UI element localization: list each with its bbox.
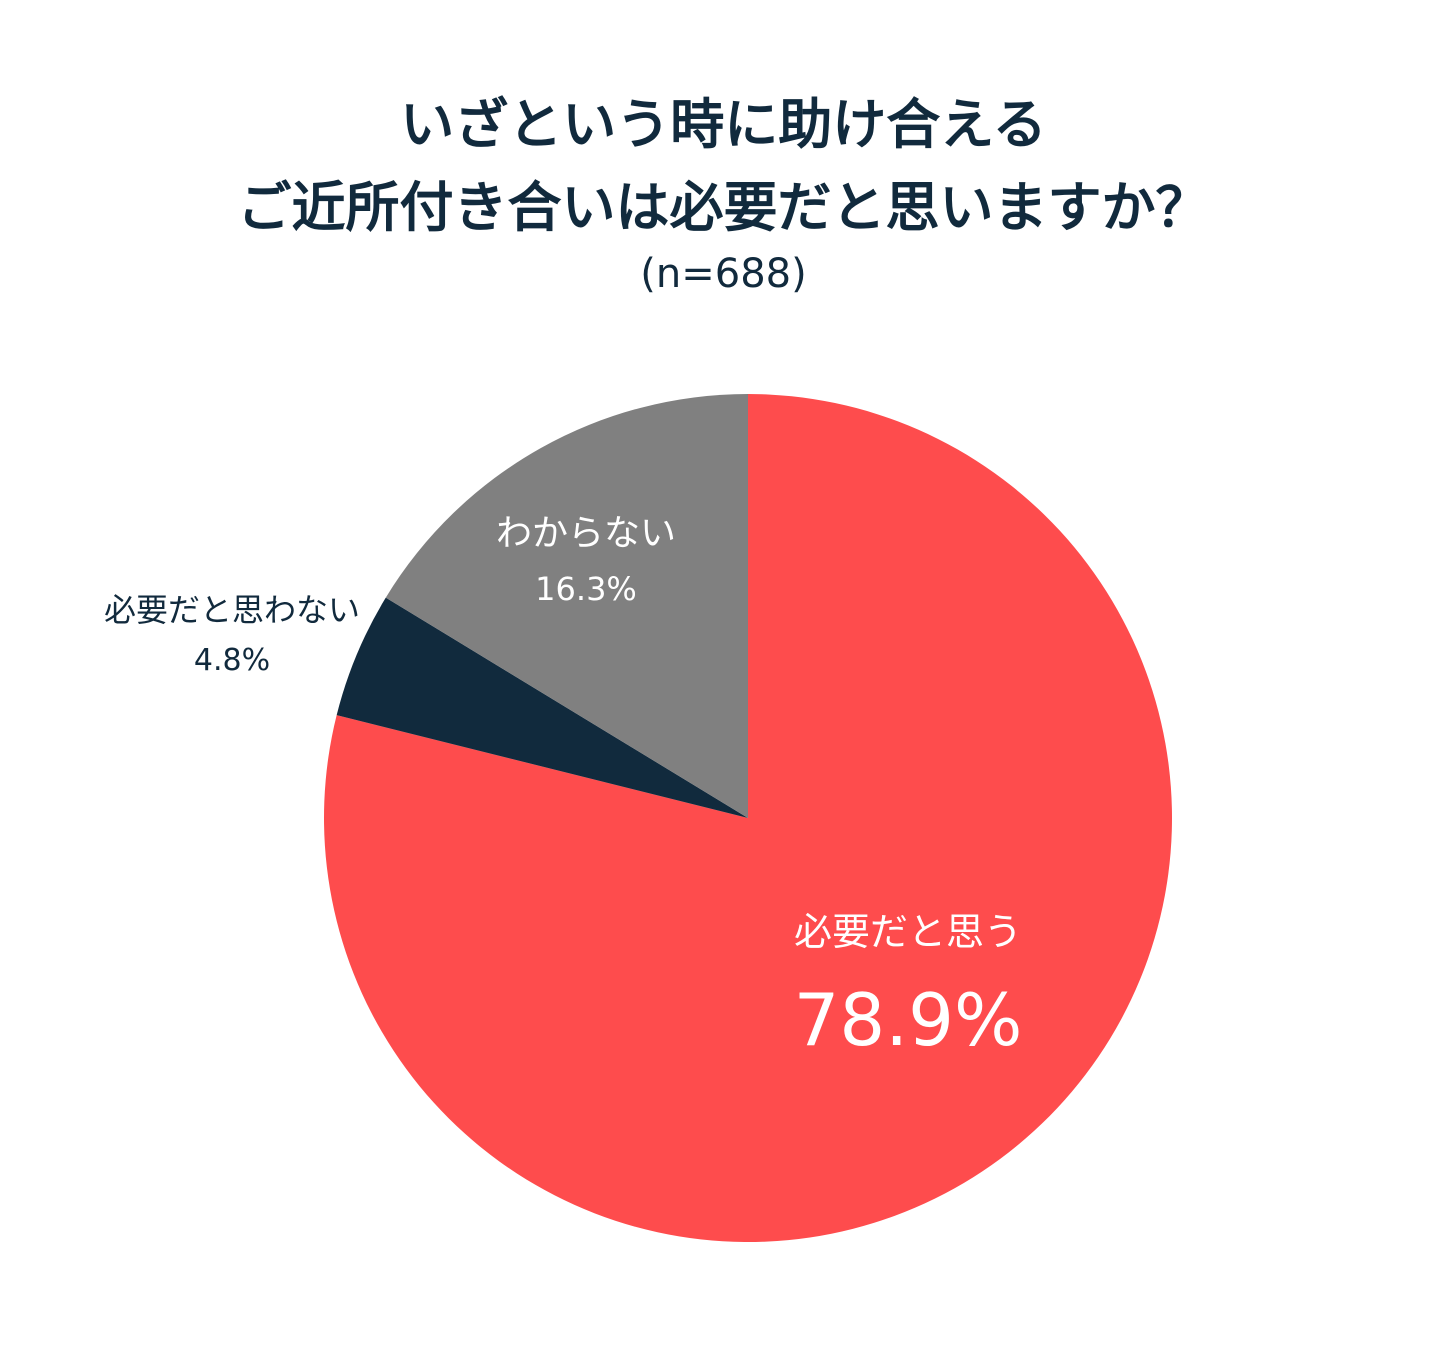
chart-title-line-2: ご近所付き合いは必要だと思いますか？ [237,176,1210,239]
slice-label-dont-know: わからない [495,513,676,554]
pie-slice-not-necessary [336,597,748,818]
chart-title-line-1: いざという時に助け合える [400,93,1047,156]
slice-label-not-necessary: 必要だと思わない [103,591,360,629]
chart-subtitle: (n=688) [640,251,807,297]
slice-label-necessary: 必要だと思う [793,910,1022,954]
slice-value-dont-know: 16.3% [535,570,637,608]
slice-value-necessary: 78.9% [793,978,1023,1062]
pie-slice-dont-know [385,394,748,818]
slice-value-not-necessary: 4.8% [193,643,271,678]
